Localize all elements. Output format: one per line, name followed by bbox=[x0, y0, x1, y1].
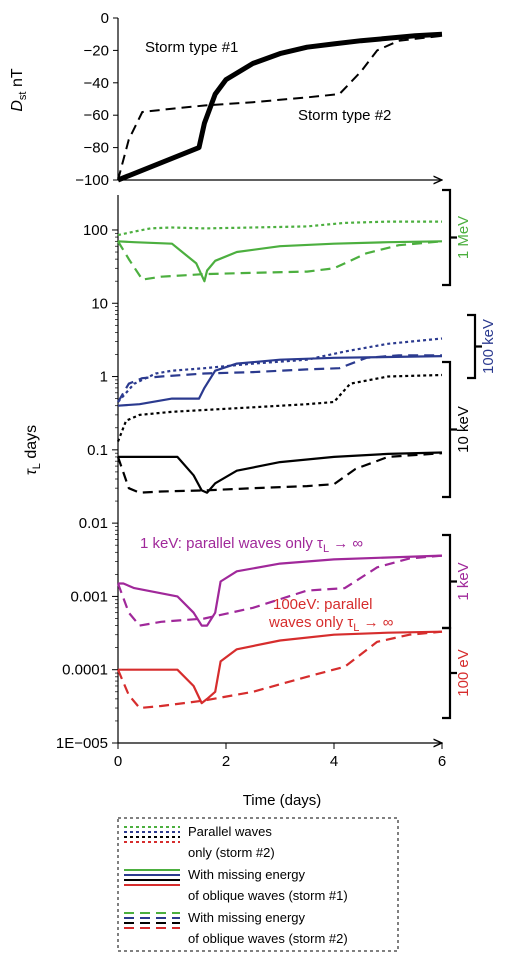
note-1kev-tail: → ∞ bbox=[329, 535, 363, 552]
energy-label-100ev: 100 eV bbox=[455, 649, 472, 697]
x-tick-label: 6 bbox=[438, 753, 446, 770]
energy-label-100kev: 100 keV bbox=[480, 319, 497, 374]
tau-y-tick-label: 1E−005 bbox=[56, 735, 108, 752]
dst-series-2 bbox=[117, 34, 443, 181]
bracket-10kev bbox=[442, 360, 457, 499]
tau-y-tick-label: 100 bbox=[83, 222, 108, 239]
bracket-100ev bbox=[442, 626, 457, 720]
series-100ev-dashed bbox=[116, 630, 443, 710]
bracket-1mev bbox=[442, 188, 457, 287]
x-tick-label: 2 bbox=[222, 753, 230, 770]
tau-y-tick-label: 0.01 bbox=[79, 515, 108, 532]
legend-samples bbox=[124, 826, 180, 929]
legend-solid-line2: of oblique waves (storm #1) bbox=[188, 888, 348, 903]
energy-brackets: 1 MeV 100 keV 10 keV 1 keV 100 eV bbox=[442, 188, 497, 720]
note-100ev-tail: → ∞ bbox=[359, 614, 393, 631]
storm2-annotation: Storm type #2 bbox=[298, 107, 391, 124]
dst-ylabel-sub: st bbox=[17, 92, 29, 101]
dst-y-tick-label: −100 bbox=[75, 172, 109, 189]
series-100ev-solid bbox=[118, 630, 443, 705]
legend-solid-line1: With missing energy bbox=[188, 867, 306, 882]
legend-dotted-line1: Parallel waves bbox=[188, 824, 272, 839]
tau-y-tick-label: 0.1 bbox=[87, 442, 108, 459]
dst-ylabel: Dst nT bbox=[9, 68, 29, 111]
tau-y-tick-label: 0.0001 bbox=[62, 662, 108, 679]
x-tick-label: 4 bbox=[330, 753, 338, 770]
dst-y-tick-label: −80 bbox=[84, 140, 109, 157]
legend-dashed-line1: With missing energy bbox=[188, 910, 306, 925]
energy-label-1kev: 1 keV bbox=[455, 562, 472, 600]
series-1kev-solid bbox=[118, 554, 443, 627]
energy-label-10kev: 10 keV bbox=[455, 406, 472, 453]
dst-lines bbox=[117, 31, 443, 183]
tau-ylabel-unit: days bbox=[23, 425, 40, 463]
x-axis-label: Time (days) bbox=[243, 792, 322, 809]
storm1-annotation: Storm type #1 bbox=[145, 39, 238, 56]
note-100ev-sub: L bbox=[353, 622, 359, 634]
tau-y-tick-label: 10 bbox=[91, 295, 108, 312]
legend: Parallel waves only (storm #2) With miss… bbox=[117, 817, 399, 952]
dst-y-tick-label: −60 bbox=[84, 107, 109, 124]
dst-series-1 bbox=[117, 31, 443, 183]
dst-y-tick-label: −40 bbox=[84, 75, 109, 92]
series-1kev-dashed bbox=[116, 554, 443, 627]
note-100ev-text: waves only τ bbox=[268, 614, 353, 631]
note-1kev-sub: L bbox=[323, 543, 329, 555]
bracket-100kev bbox=[467, 313, 482, 380]
energy-label-1mev: 1 MeV bbox=[455, 216, 472, 259]
series-1mev-dotted bbox=[117, 220, 442, 237]
tau-ylabel: τL days bbox=[23, 425, 43, 475]
series-100kev-dotted bbox=[117, 337, 443, 403]
tau-y-tick-label: 0.001 bbox=[70, 588, 108, 605]
series-10kev-dotted bbox=[116, 373, 443, 442]
dst-y-tick-label: 0 bbox=[101, 10, 109, 27]
x-tick-label: 0 bbox=[114, 753, 122, 770]
tau-ylabel-main: τ bbox=[23, 468, 40, 475]
dst-ylabel-unit: nT bbox=[9, 68, 26, 91]
note-1kev-text: 1 keV: parallel waves only τ bbox=[140, 535, 323, 552]
legend-dotted-line2: only (storm #2) bbox=[188, 845, 275, 860]
tau-y-tick-label: 1 bbox=[100, 369, 108, 386]
legend-box bbox=[117, 817, 399, 952]
series-10kev-dashed bbox=[116, 452, 443, 494]
note-100ev-line1: 100eV: parallel bbox=[273, 596, 373, 613]
series-1mev-solid bbox=[117, 240, 443, 283]
dst-y-tick-label: −20 bbox=[84, 42, 109, 59]
series-100kev-dashed bbox=[117, 354, 442, 403]
dst-axes: 0 −20 −40 −60 −80 −100 bbox=[75, 10, 442, 189]
series-10kev-solid bbox=[118, 451, 443, 494]
note-1kev: 1 keV: parallel waves only τL → ∞ bbox=[140, 535, 363, 555]
series-1mev-dashed bbox=[117, 240, 443, 281]
legend-dashed-line2: of oblique waves (storm #2) bbox=[188, 931, 348, 946]
tau-ylabel-sub: L bbox=[31, 463, 43, 469]
dst-ylabel-main: D bbox=[9, 100, 26, 112]
tau-axes: 100 10 1 0.1 0.01 0.001 0.0001 1E−005 0 2 4 6 bbox=[56, 195, 446, 770]
tau-lines bbox=[116, 220, 443, 710]
series-100kev-solid bbox=[117, 355, 443, 407]
note-100ev-line2: waves only τL → ∞ bbox=[268, 614, 394, 634]
